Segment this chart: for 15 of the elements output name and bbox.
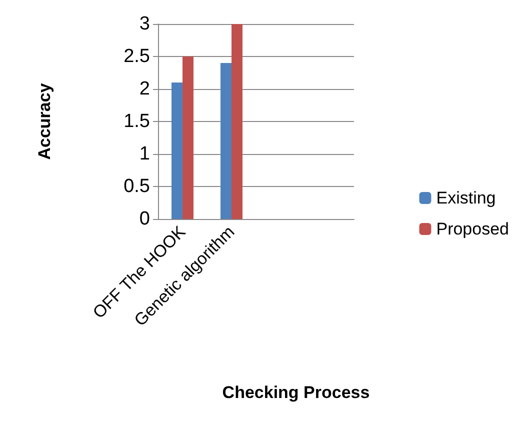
- y-tick-label: 0: [139, 208, 150, 230]
- y-tick-label: 2.5: [124, 46, 150, 67]
- y-tick-label: 0.5: [124, 176, 150, 197]
- y-axis-title: Accuracy: [35, 82, 54, 160]
- bar: [182, 56, 194, 219]
- bar: [232, 24, 242, 219]
- y-tick-label: 1.5: [124, 111, 150, 132]
- bar: [172, 82, 182, 219]
- y-tick-label: 1: [139, 144, 150, 164]
- y-tick-label: 3: [139, 14, 150, 34]
- x-axis-title: Checking Process: [222, 383, 370, 402]
- y-tick-label: 2: [139, 78, 150, 100]
- legend-label: Existing: [436, 188, 496, 208]
- legend-label: Proposed: [436, 220, 510, 238]
- bar: [220, 63, 232, 219]
